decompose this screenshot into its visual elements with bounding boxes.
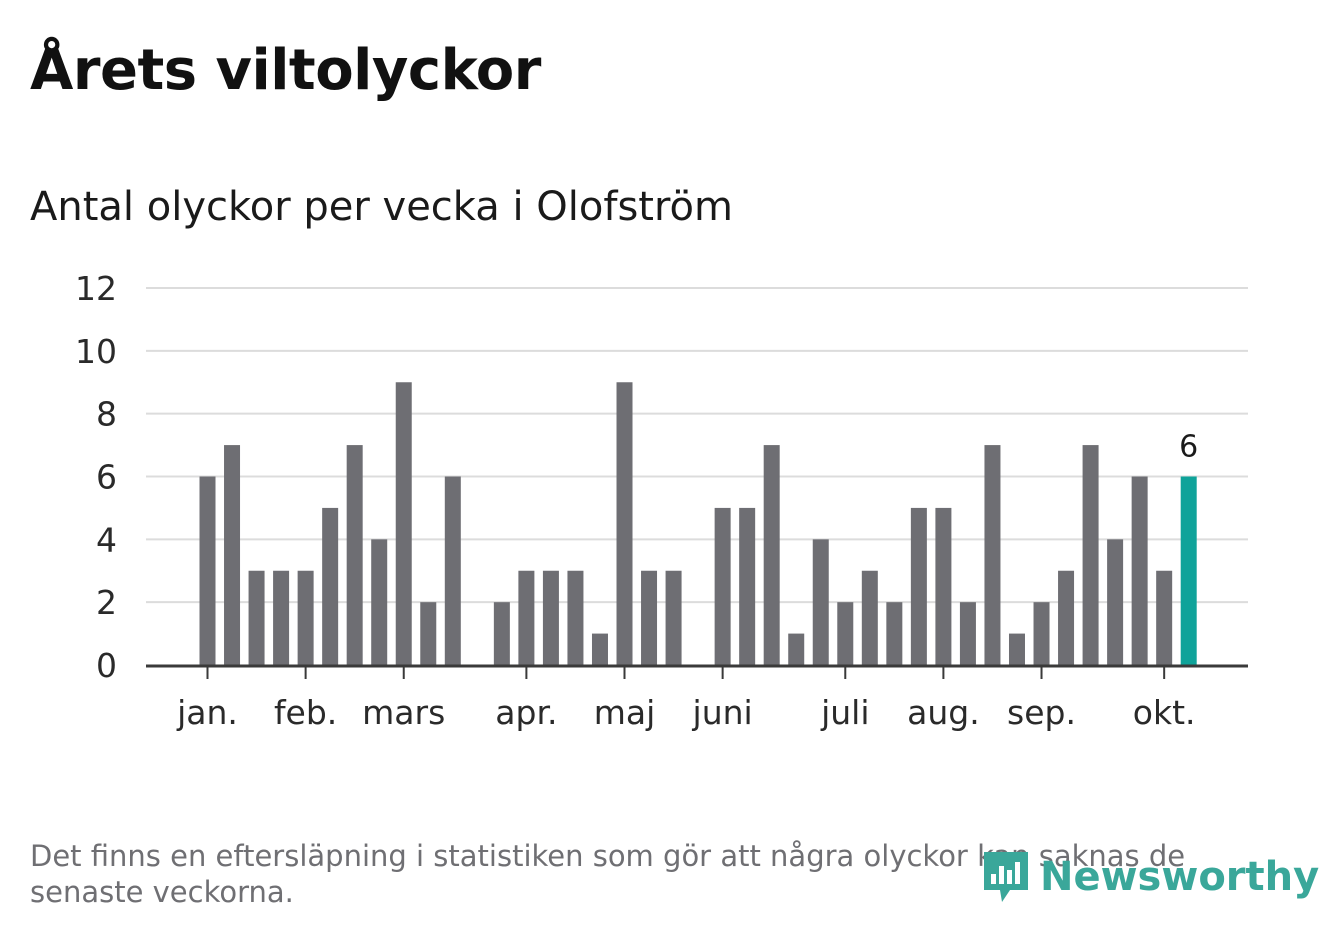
brand-name: Newsworthy: [1040, 854, 1320, 900]
bar: [346, 445, 363, 665]
bar: [1156, 570, 1173, 665]
chart-bars: [199, 382, 1197, 665]
y-axis-ticks: 0 2 4 6 8 10 12: [75, 269, 117, 685]
bar: [273, 570, 290, 665]
bar: [591, 633, 608, 665]
bar: [935, 507, 952, 665]
page-title: Årets viltolyckor: [30, 38, 541, 103]
bar: [224, 445, 241, 665]
bar: [297, 570, 314, 665]
bar-highlight: [1180, 476, 1197, 665]
bar: [493, 602, 510, 665]
x-tick-label: aug.: [907, 693, 980, 732]
data-labels: 6: [1179, 430, 1198, 465]
y-tick-label: 8: [96, 395, 117, 434]
x-tick-label: apr.: [495, 693, 557, 732]
bar: [763, 445, 780, 665]
bar: [739, 507, 756, 665]
bar: [714, 507, 731, 665]
x-tick-label: sep.: [1007, 693, 1076, 732]
bar: [665, 570, 682, 665]
brand-logo: Newsworthy: [980, 848, 1319, 906]
bar: [910, 507, 927, 665]
bar: [1107, 539, 1124, 665]
x-tick-label: okt.: [1133, 693, 1196, 732]
bar: [959, 602, 976, 665]
data-label: 6: [1179, 430, 1198, 465]
y-tick-label: 2: [96, 583, 117, 622]
x-tick-label: jan.: [176, 693, 238, 732]
y-tick-label: 0: [96, 646, 117, 685]
bar: [322, 507, 339, 665]
bar: [542, 570, 559, 665]
bar: [886, 602, 903, 665]
bar: [371, 539, 388, 665]
bar: [248, 570, 265, 665]
bar: [395, 382, 412, 665]
bar: [1033, 602, 1050, 665]
bar: [788, 633, 805, 665]
y-tick-label: 12: [75, 269, 117, 308]
bar: [1058, 570, 1075, 665]
x-tick-label: feb.: [274, 693, 337, 732]
chart-subtitle: Antal olyckor per vecka i Olofström: [30, 184, 733, 230]
bar: [444, 476, 461, 665]
bar: [518, 570, 535, 665]
y-tick-label: 6: [96, 458, 117, 497]
bar: [984, 445, 1001, 665]
bar: [1008, 633, 1025, 665]
x-tick-label: juni: [692, 693, 753, 732]
x-tick-label: mars: [362, 693, 445, 732]
bar: [199, 476, 216, 665]
x-tick-label: juli: [820, 693, 869, 732]
bar: [616, 382, 633, 665]
bar: [1082, 445, 1099, 665]
bar: [567, 570, 584, 665]
bar: [641, 570, 658, 665]
bar: [1131, 476, 1148, 665]
x-tick-label: maj: [594, 693, 656, 732]
newsworthy-logo-icon: [984, 852, 1028, 902]
bar: [812, 539, 829, 665]
bar: [861, 570, 878, 665]
bar: [837, 602, 854, 665]
y-tick-label: 10: [75, 332, 117, 371]
y-tick-label: 4: [96, 520, 117, 559]
x-axis: jan. feb. mars apr. maj juni juli aug. sep. okt.: [146, 664, 1248, 732]
bar: [420, 602, 437, 665]
bar-chart: 0 2 4 6 8 10 12 jan. feb. mars apr. maj juni juli aug…: [75, 269, 1248, 732]
